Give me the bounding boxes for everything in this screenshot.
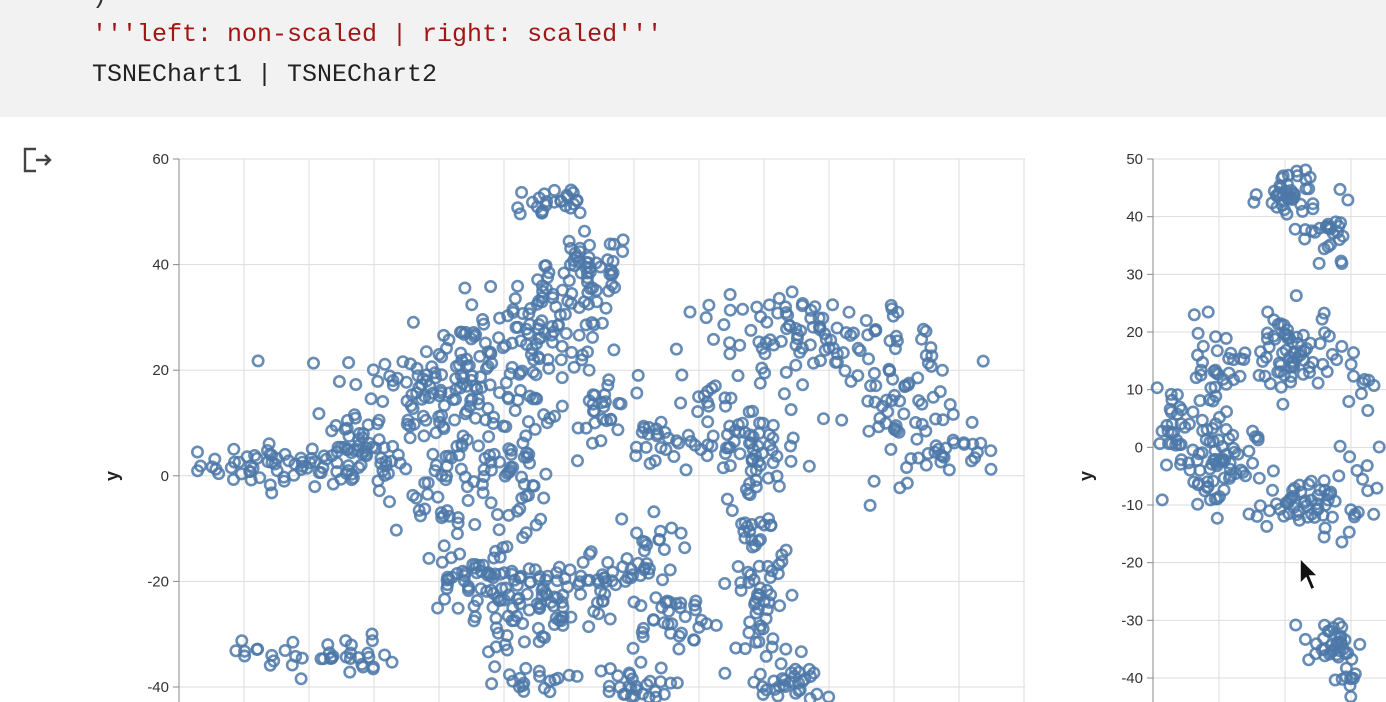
mouse-cursor-icon <box>1299 556 1320 592</box>
code-line-docstring: '''left: non-scaled | right: scaled''' <box>92 20 663 49</box>
output-arrow-icon[interactable] <box>22 145 56 175</box>
code-cell[interactable]: ) '''left: non-scaled | right: scaled'''… <box>0 0 1386 117</box>
code-line-expression: TSNEChart1 | TSNEChart2 <box>92 60 438 89</box>
output-area <box>0 117 1386 702</box>
code-line-paren: ) <box>92 0 107 11</box>
